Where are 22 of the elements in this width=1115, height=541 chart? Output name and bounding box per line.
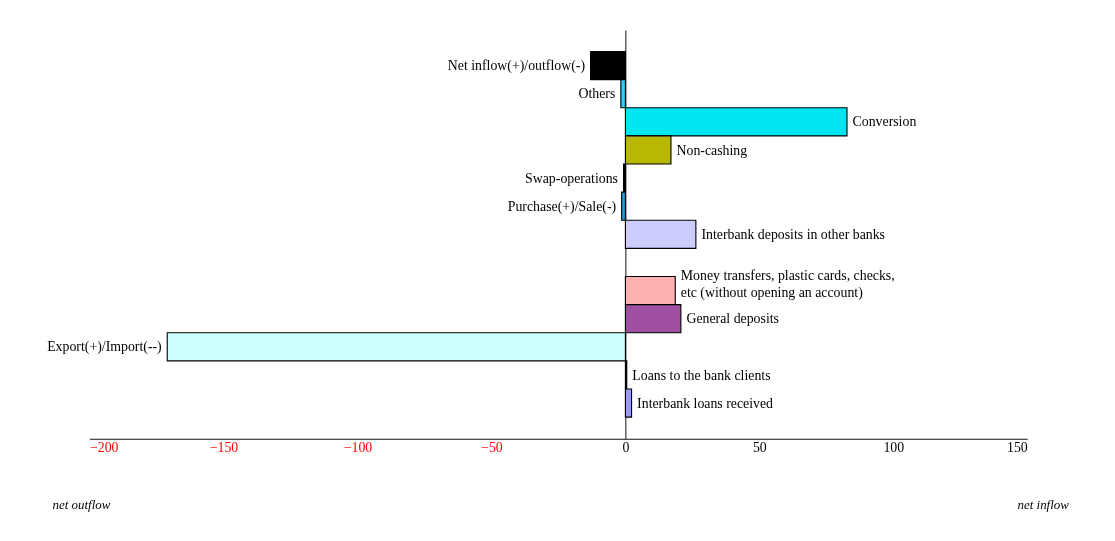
y-tick-label: Interbank loans received [637, 395, 774, 411]
x-tick-label: 50 [752, 440, 767, 456]
y-tick-label: Swap-operations [525, 170, 618, 186]
y-tick-label: Export(+)/Import(--) [47, 339, 162, 356]
text: net outflow [52, 496, 111, 512]
text: net inflow [1017, 496, 1070, 512]
x-tick-label: −50 [481, 440, 503, 456]
y-tick-label: Interbank deposits in other banks [701, 226, 885, 242]
y-tick-label: Loans to the bank clients [632, 367, 771, 383]
y-tick-label: Purchase(+)/Sale(-) [507, 198, 617, 215]
y-tick-label: Money transfers, plastic cards, checks, etc (without opening an account) [680, 268, 895, 302]
y-tick-label: General deposits [686, 311, 779, 327]
y-tick-label: Others [578, 86, 616, 102]
x-tick-label: 0 [622, 440, 630, 456]
y-tick-label: Net inflow(+)/outflow(-) [447, 58, 586, 75]
x-tick-label: 150 [1007, 440, 1028, 456]
x-tick-label: −200 [89, 440, 119, 456]
x-tick-label: −100 [343, 440, 373, 456]
y-tick-label: Conversion [852, 114, 917, 130]
y-tick-label: Non-cashing [676, 142, 748, 158]
x-tick-label: −150 [209, 440, 239, 456]
x-tick-label: 100 [883, 440, 905, 456]
